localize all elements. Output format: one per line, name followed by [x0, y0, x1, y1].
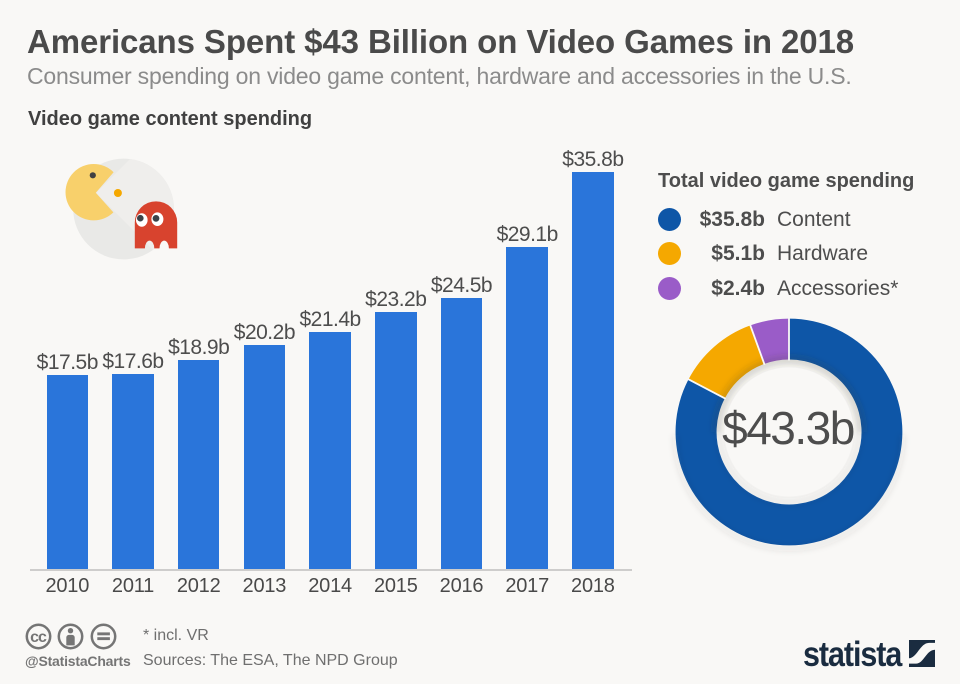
- svg-text:cc: cc: [30, 629, 47, 646]
